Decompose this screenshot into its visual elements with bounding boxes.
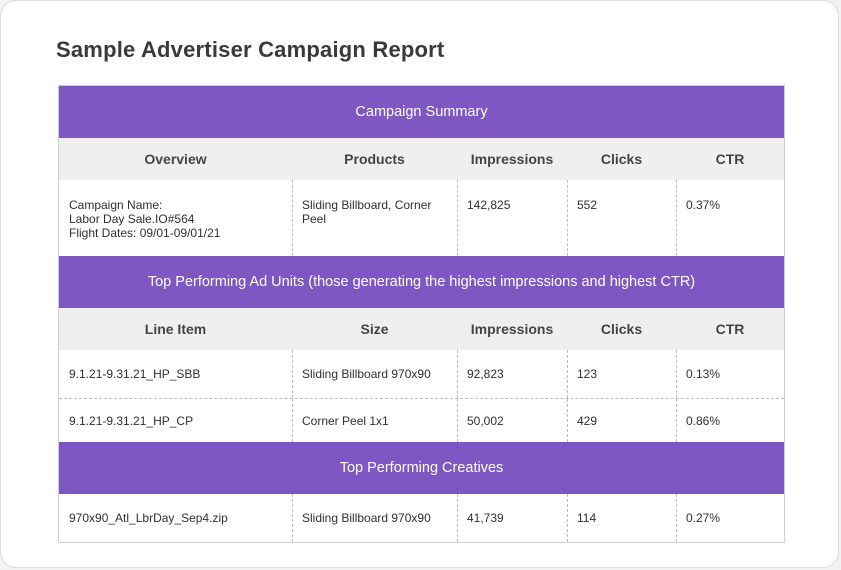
summary-header-row: Overview Products Impressions Clicks CTR [59,138,784,180]
summary-row: Campaign Name: Labor Day Sale.IO#564 Fli… [59,180,784,256]
line-item-cell: 9.1.21-9.31.21_HP_CP [69,413,194,428]
ctr-cell: 0.86% [676,399,784,442]
impressions-cell: 41,739 [457,494,567,542]
ctr-cell: 0.13% [676,350,784,398]
column-header-impressions: Impressions [470,151,554,167]
table-row: 9.1.21-9.31.21_HP_CP Corner Peel 1x1 50,… [59,399,784,442]
clicks-cell: 123 [567,350,676,398]
clicks-cell: 552 [567,180,676,256]
column-header-impressions: Impressions [470,321,554,337]
clicks-cell: 429 [567,399,676,442]
report-table: Campaign Summary Overview Products Impre… [58,85,785,543]
ad-units-header-row: Line Item Size Impressions Clicks CTR [59,308,784,350]
campaign-name-label: Campaign Name: [69,198,163,212]
impressions-cell: 92,823 [457,350,567,398]
table-row: 9.1.21-9.31.21_HP_SBB Sliding Billboard … [59,350,784,399]
products-cell: Sliding Billboard, Corner Peel [292,180,457,256]
impressions-cell: 142,825 [457,180,567,256]
size-cell: Corner Peel 1x1 [292,399,457,442]
column-header-overview: Overview [144,151,207,167]
column-header-clicks: Clicks [600,321,643,337]
column-header-ctr: CTR [715,321,745,337]
column-header-line-item: Line Item [144,321,207,337]
column-header-ctr: CTR [715,151,745,167]
campaign-name-value: Labor Day Sale.IO#564 [69,212,195,226]
line-item-cell: 9.1.21-9.31.21_HP_SBB [69,367,201,381]
size-cell: Sliding Billboard 970x90 [292,350,457,398]
ctr-cell: 0.27% [676,494,784,542]
campaign-summary-heading: Campaign Summary [59,86,784,138]
size-cell: Sliding Billboard 970x90 [292,494,457,542]
clicks-cell: 114 [567,494,676,542]
overview-cell: Campaign Name: Labor Day Sale.IO#564 Fli… [59,180,292,256]
creatives-heading: Top Performing Creatives [59,442,784,494]
column-header-clicks: Clicks [600,151,643,167]
column-header-products: Products [344,151,405,167]
page-title: Sample Advertiser Campaign Report [56,37,445,62]
flight-dates: Flight Dates: 09/01-09/01/21 [69,226,221,240]
ad-units-heading: Top Performing Ad Units (those generatin… [59,256,784,308]
table-row: 970x90_Atl_LbrDay_Sep4.zip Sliding Billb… [59,494,784,542]
creative-cell: 970x90_Atl_LbrDay_Sep4.zip [69,511,228,525]
column-header-size: Size [360,321,389,337]
ctr-cell: 0.37% [676,180,784,256]
impressions-cell: 50,002 [457,399,567,442]
